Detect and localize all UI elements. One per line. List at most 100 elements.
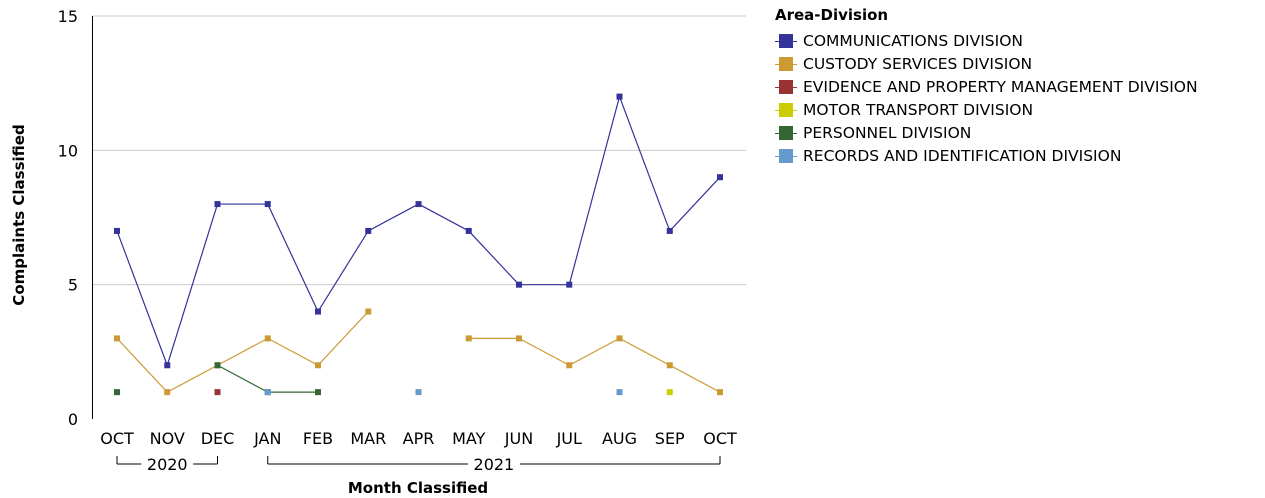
x-tick-label: OCT <box>703 429 737 448</box>
legend-item: MOTOR TRANSPORT DIVISION <box>775 98 1198 121</box>
year-group-2021: 2021 <box>267 455 721 474</box>
x-axis: OCT NOV DEC JAN FEB MAR APR MAY JUN JUL AUG SEP OCT 2… <box>100 429 737 474</box>
data-point <box>717 389 723 396</box>
data-point <box>264 389 271 396</box>
data-point <box>516 281 522 288</box>
data-point <box>666 362 673 369</box>
data-point <box>465 227 472 234</box>
data-point <box>666 227 673 234</box>
y-tick-label: 0 <box>68 410 78 429</box>
legend-items: COMMUNICATIONS DIVISION CUSTODY SERVICES … <box>775 29 1198 167</box>
y-tick-label: 15 <box>58 7 78 26</box>
series-line-segment <box>669 364 721 393</box>
legend-label: PERSONNEL DIVISION <box>803 123 972 142</box>
series-line-segment <box>418 203 470 232</box>
x-axis-title: Month Classified <box>348 479 488 497</box>
legend-label: RECORDS AND IDENTIFICATION DIVISION <box>803 146 1122 165</box>
series-line-segment <box>367 203 419 232</box>
data-point <box>264 335 271 342</box>
data-point <box>264 201 271 208</box>
x-tick-label: MAY <box>452 429 486 448</box>
legend: Area-Division COMMUNICATIONS DIVISION CUS… <box>775 6 1198 167</box>
data-point <box>214 362 221 369</box>
gridlines <box>92 15 746 286</box>
series-line-segment <box>669 176 721 232</box>
series-line-segment <box>267 337 319 366</box>
data-point <box>214 389 221 396</box>
data-point <box>566 362 573 369</box>
line-chart: 0 5 10 15 OCT NOV DEC JAN FEB MAR APR MAY JUN JUL AUG… <box>10 7 746 497</box>
legend-item: EVIDENCE AND PROPERTY MANAGEMENT DIVISIO… <box>775 75 1198 98</box>
legend-swatch <box>775 56 797 72</box>
y-tick-label: 5 <box>68 276 78 295</box>
data-point <box>114 389 120 396</box>
x-tick-label: NOV <box>150 429 185 448</box>
series-line-segment <box>116 337 168 393</box>
data-point <box>365 308 372 315</box>
year-group-2020: 2020 <box>116 455 218 474</box>
y-axis-title: Complaints Classified <box>10 124 28 305</box>
data-point <box>717 174 723 181</box>
series-line-segment <box>166 364 218 393</box>
data-point <box>315 308 321 315</box>
data-point <box>415 389 422 396</box>
legend-label: EVIDENCE AND PROPERTY MANAGEMENT DIVISIO… <box>803 77 1198 96</box>
legend-label: CUSTODY SERVICES DIVISION <box>803 54 1033 73</box>
legend-swatch <box>775 79 797 95</box>
legend-title: Area-Division <box>775 6 889 24</box>
x-tick-label: DEC <box>201 429 235 448</box>
series-line-segment <box>267 203 319 312</box>
series-line-segment <box>317 230 369 312</box>
data-point <box>315 362 321 369</box>
legend-item: COMMUNICATIONS DIVISION <box>775 29 1198 52</box>
series-line-segment <box>217 337 269 366</box>
x-tick-label: JUL <box>556 429 582 448</box>
data-point <box>516 335 522 342</box>
y-axis: 0 5 10 15 <box>58 7 93 429</box>
series-line-segment <box>217 364 269 393</box>
data-point <box>114 227 120 234</box>
data-point <box>616 335 623 342</box>
series-lines <box>116 96 721 393</box>
x-tick-label: AUG <box>602 429 637 448</box>
x-tick-label: JUN <box>504 429 533 448</box>
x-tick-label: FEB <box>303 429 333 448</box>
legend-item: CUSTODY SERVICES DIVISION <box>775 52 1198 75</box>
legend-item: RECORDS AND IDENTIFICATION DIVISION <box>775 144 1198 167</box>
data-point <box>616 93 623 100</box>
series-line-segment <box>568 337 620 366</box>
data-point <box>365 227 372 234</box>
series-line-segment <box>317 311 369 366</box>
legend-swatch <box>775 148 797 164</box>
year-label: 2020 <box>147 455 188 474</box>
x-tick-label: OCT <box>100 429 134 448</box>
legend-label: MOTOR TRANSPORT DIVISION <box>803 100 1034 119</box>
legend-item: PERSONNEL DIVISION <box>775 121 1198 144</box>
series-line-segment <box>116 230 168 366</box>
legend-label: COMMUNICATIONS DIVISION <box>803 31 1023 50</box>
data-point <box>616 389 623 396</box>
data-point <box>214 201 221 208</box>
series-line-segment <box>468 230 520 286</box>
series-line-segment <box>166 203 219 366</box>
data-point <box>164 362 171 369</box>
data-point <box>164 389 171 396</box>
series-line-segment <box>618 96 671 232</box>
data-point <box>666 389 673 396</box>
legend-swatch <box>775 125 797 141</box>
data-point <box>566 281 573 288</box>
data-point <box>315 389 321 396</box>
data-point <box>114 335 120 342</box>
series-line-segment <box>619 337 671 366</box>
series-line-segment <box>568 96 621 285</box>
x-tick-label: JAN <box>253 429 281 448</box>
x-tick-label: MAR <box>350 429 386 448</box>
y-tick-label: 10 <box>58 141 78 160</box>
data-point <box>465 335 472 342</box>
series-line-segment <box>518 337 570 366</box>
series-markers <box>114 93 723 396</box>
x-tick-label: APR <box>403 429 435 448</box>
legend-swatch <box>775 102 797 118</box>
x-tick-label: SEP <box>655 429 685 448</box>
year-label: 2021 <box>474 455 515 474</box>
